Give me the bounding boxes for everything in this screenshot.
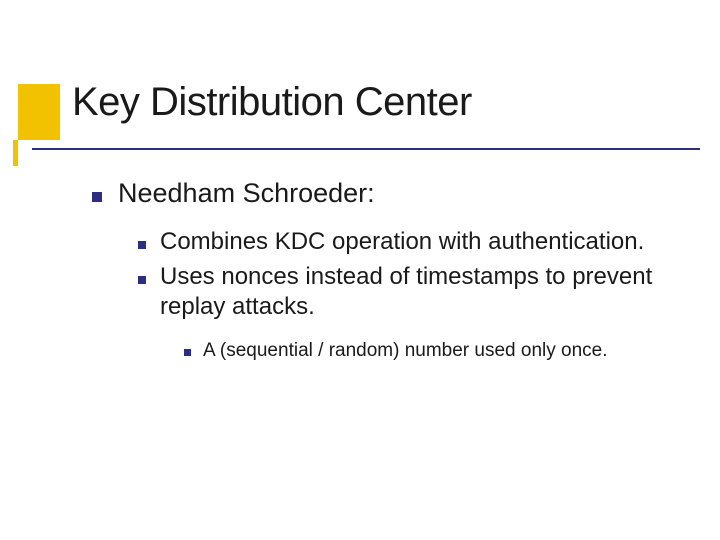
accent-block-small (13, 140, 18, 166)
square-bullet-icon (92, 192, 102, 202)
title-area: Key Distribution Center (72, 80, 700, 125)
square-bullet-icon (138, 276, 146, 284)
title-underline (32, 148, 700, 150)
bullet-level3-group: A (sequential / random) number used only… (184, 339, 690, 364)
bullet-level2-item: Uses nonces instead of timestamps to pre… (138, 262, 690, 364)
square-bullet-icon (184, 349, 191, 356)
bullet-level2-text: Combines KDC operation with authenticati… (160, 227, 644, 258)
slide-content: Needham Schroeder: Combines KDC operatio… (92, 178, 690, 382)
bullet-level1-text: Needham Schroeder: (118, 178, 375, 209)
bullet-level1-item: Needham Schroeder: Combines KDC operatio… (92, 178, 690, 364)
bullet-level2-text: Uses nonces instead of timestamps to pre… (160, 262, 690, 323)
bullet-level3-text: A (sequential / random) number used only… (203, 339, 608, 364)
bullet-level2-group: Combines KDC operation with authenticati… (138, 227, 690, 364)
square-bullet-icon (138, 241, 146, 249)
bullet-level2-item: Combines KDC operation with authenticati… (138, 227, 690, 258)
slide-title: Key Distribution Center (72, 80, 700, 125)
accent-block-main (18, 84, 60, 140)
bullet-level3-item: A (sequential / random) number used only… (184, 339, 690, 364)
